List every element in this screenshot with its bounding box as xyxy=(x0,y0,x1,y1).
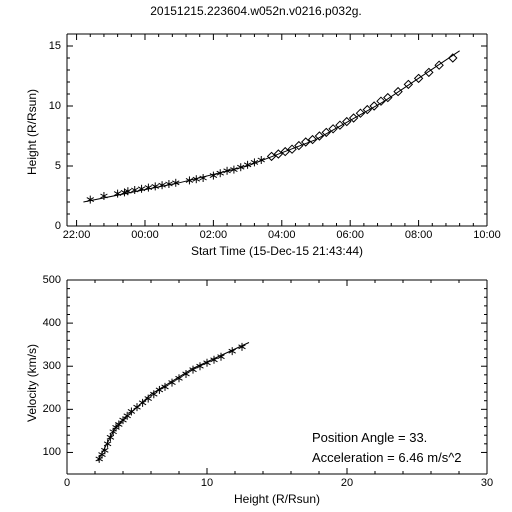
x-tick-label: 0 xyxy=(64,477,70,489)
y-tick-label: 10 xyxy=(27,100,61,112)
x-tick-label: 08:00 xyxy=(405,229,433,241)
title-text: 20151215.223604.w052n.v0216.p032g. xyxy=(150,4,362,18)
y-tick-label: 300 xyxy=(27,360,61,372)
x-tick-label: 30 xyxy=(481,477,493,489)
y-tick-label: 15 xyxy=(27,40,61,52)
x-tick-label: 22:00 xyxy=(63,229,91,241)
page-title: 20151215.223604.w052n.v0216.p032g. xyxy=(0,4,512,18)
x-tick-label: 20 xyxy=(341,477,353,489)
x-tick-label: 10 xyxy=(201,477,213,489)
x-tick-label: 02:00 xyxy=(200,229,228,241)
height-time-chart: Height (R/Rsun) Start Time (15-Dec-15 21… xyxy=(67,34,487,226)
x-tick-label: 00:00 xyxy=(131,229,159,241)
x-tick-label: 04:00 xyxy=(268,229,296,241)
y-tick-label: 0 xyxy=(27,220,61,232)
x-tick-label: 06:00 xyxy=(336,229,364,241)
y-tick-label: 100 xyxy=(27,446,61,458)
y-tick-label: 400 xyxy=(27,317,61,329)
height-time-plot xyxy=(67,34,487,226)
x-tick-label: 10:00 xyxy=(473,229,501,241)
velocity-height-chart: Velocity (km/s) Height (R/Rsun) 01020301… xyxy=(67,280,487,474)
y-tick-label: 5 xyxy=(27,160,61,172)
y-tick-label: 500 xyxy=(27,274,61,286)
velocity-height-xlabel: Height (R/Rsun) xyxy=(67,492,487,506)
height-time-xlabel: Start Time (15-Dec-15 21:43:44) xyxy=(67,244,487,258)
chart-annotation: Position Angle = 33. xyxy=(312,430,427,445)
y-tick-label: 200 xyxy=(27,403,61,415)
chart-annotation: Acceleration = 6.46 m/s^2 xyxy=(312,450,462,465)
